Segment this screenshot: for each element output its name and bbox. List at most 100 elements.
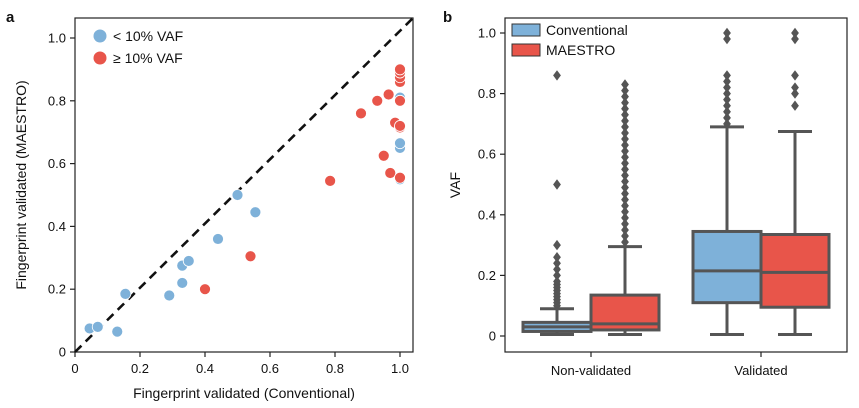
box-flier-maestro-non-validated — [621, 145, 629, 157]
panel-a-point-high-vaf — [199, 283, 211, 296]
panel-a-plot-frame — [74, 17, 414, 353]
box-flier-maestro-non-validated — [621, 109, 629, 121]
panel-b-y-tick-label: 0.6 — [478, 147, 496, 162]
panel-a-legend-marker-low — [93, 29, 107, 43]
box-flier-maestro-non-validated — [621, 139, 629, 151]
panel-a-points — [83, 63, 406, 338]
box-flier-maestro-non-validated — [621, 236, 629, 248]
box-flier-conventional-non-validated — [553, 70, 561, 81]
panel-a-y-tick-label: 1.0 — [48, 31, 66, 46]
box-flier-maestro-non-validated — [621, 152, 629, 163]
box-flier-maestro-validated — [791, 33, 799, 45]
box-flier-maestro-non-validated — [621, 218, 629, 230]
panel-b-y-tick-label: 0.4 — [478, 207, 496, 222]
box-flier-conventional-non-validated — [553, 239, 561, 251]
panel-a-point-low-vaf — [249, 206, 262, 219]
panel-a-point-high-vaf — [371, 94, 384, 107]
panel-a-x-tick-label: 0.4 — [196, 361, 214, 376]
panel-a-x-tick-label: 0.6 — [261, 361, 279, 376]
box-flier-maestro-non-validated — [621, 200, 629, 211]
box-flier-maestro-non-validated — [621, 158, 629, 169]
panel-b-x-ticks: Non-validated Validated — [551, 352, 788, 378]
panel-a-point-high-vaf — [394, 63, 406, 76]
box-flier-maestro-validated — [791, 88, 799, 99]
box-flier-maestro-non-validated — [621, 115, 629, 127]
panel-b-legend-label-conventional: Conventional — [546, 22, 628, 38]
box-flier-conventional-non-validated — [553, 264, 561, 275]
panel-a-x-ticks: 0 0.2 0.4 0.6 0.8 1.0 — [71, 352, 409, 376]
panel-a-y-tick-label: 0.8 — [48, 93, 66, 108]
panel-a-x-tick-label: 0 — [71, 361, 78, 376]
panel-b-y-ticks: 0 0.2 0.4 0.6 0.8 1.0 — [478, 26, 505, 344]
panel-a-x-axis-label: Fingerprint validated (Conventional) — [133, 385, 355, 401]
panel-b-legend-swatch-maestro — [511, 43, 541, 57]
panel-b: b 0 0.2 0.4 0.6 0.8 1.0 Non-validated Validate… — [443, 9, 848, 378]
box-flier-maestro-validated — [791, 82, 799, 93]
panel-b-y-tick-label: 0 — [489, 329, 496, 344]
box-flier-maestro-validated — [791, 70, 799, 81]
box-flier-maestro-non-validated — [621, 188, 629, 199]
panel-b-x-tick-label: Validated — [734, 363, 787, 378]
panel-a-letter: a — [6, 9, 15, 26]
panel-a-legend-marker-high — [93, 51, 107, 65]
box-flier-maestro-non-validated — [621, 230, 629, 242]
panel-b-y-tick-label: 1.0 — [478, 26, 496, 41]
box-flier-maestro-non-validated — [621, 194, 629, 205]
box-flier-maestro-non-validated — [621, 85, 629, 96]
box-flier-maestro-non-validated — [621, 176, 629, 187]
panel-a-point-high-vaf — [384, 167, 397, 179]
box-flier-maestro-non-validated — [621, 224, 629, 236]
panel-a-point-low-vaf — [231, 189, 244, 201]
panel-a-point-high-vaf — [355, 107, 367, 120]
panel-a-point-low-vaf — [182, 255, 195, 267]
box-flier-conventional-validated — [723, 94, 731, 105]
panel-b-plot-frame — [504, 17, 848, 353]
panel-b-boxes — [521, 27, 831, 336]
panel-a-point-low-vaf — [212, 233, 224, 245]
panel-b-letter: b — [443, 9, 452, 26]
panel-a-identity-line — [74, 17, 414, 353]
panel-a-y-tick-label: 0 — [59, 345, 66, 360]
panel-a-y-axis-label: Fingerprint validated (MAESTRO) — [13, 80, 29, 289]
panel-a-point-low-vaf — [176, 277, 189, 289]
panel-a-legend-label-low: < 10% VAF — [113, 28, 183, 44]
panel-b-legend-swatch-conventional — [511, 23, 541, 37]
box-flier-maestro-non-validated — [621, 91, 629, 102]
panel-a-y-tick-label: 0.2 — [48, 282, 66, 297]
box-flier-maestro-validated — [791, 100, 799, 111]
box-flier-maestro-non-validated — [621, 133, 629, 145]
panel-a-y-tick-label: 0.4 — [48, 219, 66, 234]
box-flier-conventional-non-validated — [553, 270, 561, 281]
panel-a-point-low-vaf — [119, 288, 132, 300]
box-flier-maestro-non-validated — [621, 206, 629, 217]
panel-a-point-low-vaf — [163, 289, 176, 302]
box-flier-conventional-validated — [723, 112, 731, 124]
panel-a-y-ticks: 0 0.2 0.4 0.6 0.8 1.0 — [48, 31, 75, 360]
box-conventional-validated — [691, 229, 763, 305]
panel-a-point-high-vaf — [394, 94, 406, 107]
box-flier-maestro-non-validated — [621, 79, 629, 90]
box-flier-conventional-validated — [723, 70, 731, 81]
panel-a-point-low-vaf — [91, 320, 104, 333]
box-flier-conventional-validated — [723, 33, 731, 45]
panel-a-x-tick-label: 0.2 — [131, 361, 149, 376]
panel-b-y-tick-label: 0.2 — [478, 268, 496, 283]
box-flier-conventional-non-validated — [553, 252, 561, 263]
box-flier-maestro-non-validated — [621, 164, 629, 175]
panel-a: a 0 0.2 0.4 0.6 0.8 1.0 0 0.2 0.4 0.6 0.8 1.0 Fing… — [6, 9, 414, 401]
panel-a-legend: < 10% VAF ≥ 10% VAF — [93, 28, 183, 66]
panel-a-point-high-vaf — [244, 250, 257, 263]
panel-a-y-tick-label: 0.6 — [48, 156, 66, 171]
box-flier-conventional-non-validated — [553, 179, 561, 190]
box-flier-maestro-non-validated — [621, 182, 629, 193]
panel-a-point-high-vaf — [394, 120, 406, 132]
panel-a-legend-label-high: ≥ 10% VAF — [113, 50, 183, 66]
panel-b-legend-label-maestro: MAESTRO — [546, 42, 615, 58]
panel-a-point-high-vaf — [377, 149, 390, 162]
box-flier-conventional-validated — [723, 82, 731, 93]
box-flier-maestro-non-validated — [621, 212, 629, 224]
panel-a-x-tick-label: 0.8 — [326, 361, 344, 376]
panel-a-point-low-vaf — [111, 325, 124, 338]
box-flier-maestro-non-validated — [621, 170, 629, 181]
